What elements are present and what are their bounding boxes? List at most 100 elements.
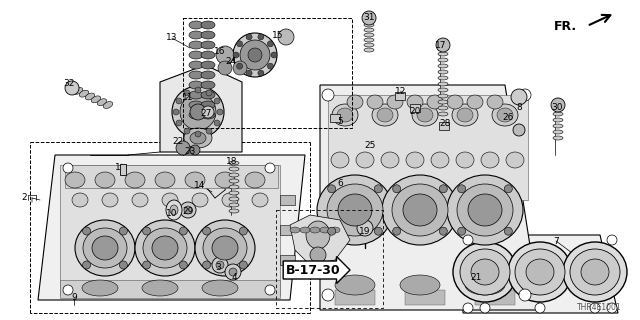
Ellipse shape	[317, 175, 393, 245]
Ellipse shape	[457, 184, 513, 236]
Ellipse shape	[392, 184, 448, 236]
Ellipse shape	[519, 289, 531, 301]
Text: 20: 20	[410, 108, 420, 116]
Ellipse shape	[447, 175, 523, 245]
Ellipse shape	[374, 185, 382, 193]
Polygon shape	[38, 155, 305, 300]
Ellipse shape	[176, 120, 182, 126]
Ellipse shape	[189, 91, 203, 99]
Bar	[183, 18, 352, 128]
Bar	[335, 290, 375, 305]
Ellipse shape	[268, 41, 273, 47]
Ellipse shape	[367, 95, 383, 109]
Ellipse shape	[438, 106, 448, 110]
Ellipse shape	[229, 268, 237, 276]
Ellipse shape	[265, 285, 275, 295]
Ellipse shape	[92, 236, 118, 260]
Ellipse shape	[364, 18, 374, 22]
Text: 5: 5	[337, 117, 343, 126]
Ellipse shape	[190, 145, 200, 155]
Ellipse shape	[300, 227, 310, 233]
Ellipse shape	[229, 197, 239, 201]
Ellipse shape	[431, 152, 449, 168]
Ellipse shape	[143, 228, 187, 268]
Ellipse shape	[185, 172, 205, 188]
Ellipse shape	[202, 280, 238, 296]
Text: 8: 8	[516, 102, 522, 111]
Ellipse shape	[513, 124, 525, 136]
Bar	[475, 290, 515, 305]
Text: 4: 4	[231, 274, 237, 283]
Ellipse shape	[125, 172, 145, 188]
Ellipse shape	[438, 88, 448, 92]
Ellipse shape	[553, 112, 563, 116]
Ellipse shape	[438, 46, 448, 50]
Ellipse shape	[83, 228, 127, 268]
Text: 25: 25	[364, 140, 376, 149]
Ellipse shape	[438, 58, 448, 62]
Ellipse shape	[535, 303, 545, 313]
Text: 16: 16	[214, 46, 226, 55]
Ellipse shape	[143, 227, 150, 235]
Ellipse shape	[179, 227, 188, 235]
Ellipse shape	[460, 249, 510, 295]
Ellipse shape	[184, 206, 192, 214]
Ellipse shape	[438, 94, 448, 98]
Text: 19: 19	[359, 227, 371, 236]
Ellipse shape	[120, 261, 127, 269]
Ellipse shape	[203, 261, 211, 269]
Ellipse shape	[229, 209, 239, 213]
Ellipse shape	[364, 33, 374, 37]
Ellipse shape	[233, 33, 277, 77]
Ellipse shape	[607, 303, 617, 313]
Text: B-17-30: B-17-30	[285, 263, 340, 276]
Ellipse shape	[463, 235, 473, 245]
Ellipse shape	[372, 104, 398, 126]
Bar	[405, 290, 445, 305]
Ellipse shape	[377, 108, 393, 122]
Ellipse shape	[468, 194, 502, 226]
Ellipse shape	[95, 172, 115, 188]
Ellipse shape	[310, 247, 326, 263]
Ellipse shape	[166, 200, 182, 220]
Text: 12: 12	[396, 86, 406, 95]
Ellipse shape	[184, 128, 190, 134]
Bar	[276, 210, 383, 308]
Text: 27: 27	[200, 108, 212, 117]
Ellipse shape	[75, 220, 135, 276]
Ellipse shape	[504, 185, 513, 193]
Ellipse shape	[406, 152, 424, 168]
Polygon shape	[463, 235, 618, 313]
Ellipse shape	[83, 261, 91, 269]
Ellipse shape	[364, 38, 374, 42]
Ellipse shape	[306, 221, 330, 249]
Bar	[330, 114, 340, 122]
Ellipse shape	[393, 185, 401, 193]
Ellipse shape	[245, 172, 265, 188]
Ellipse shape	[481, 152, 499, 168]
Ellipse shape	[327, 184, 383, 236]
Ellipse shape	[179, 261, 188, 269]
Ellipse shape	[222, 193, 238, 207]
Ellipse shape	[239, 227, 248, 235]
Text: 23: 23	[184, 148, 196, 156]
Ellipse shape	[508, 242, 572, 302]
Ellipse shape	[170, 205, 178, 215]
Ellipse shape	[393, 227, 401, 235]
Ellipse shape	[357, 220, 373, 236]
Ellipse shape	[189, 101, 203, 109]
Ellipse shape	[173, 109, 179, 115]
FancyArrowPatch shape	[589, 15, 611, 25]
Ellipse shape	[471, 259, 499, 285]
Bar	[280, 225, 295, 235]
Ellipse shape	[581, 259, 609, 285]
Bar	[439, 122, 449, 130]
Polygon shape	[320, 85, 540, 310]
Ellipse shape	[233, 61, 247, 75]
Ellipse shape	[337, 108, 353, 122]
Ellipse shape	[212, 236, 238, 260]
Ellipse shape	[189, 31, 203, 39]
Ellipse shape	[212, 257, 228, 273]
Ellipse shape	[233, 52, 239, 58]
Text: 10: 10	[166, 209, 178, 218]
